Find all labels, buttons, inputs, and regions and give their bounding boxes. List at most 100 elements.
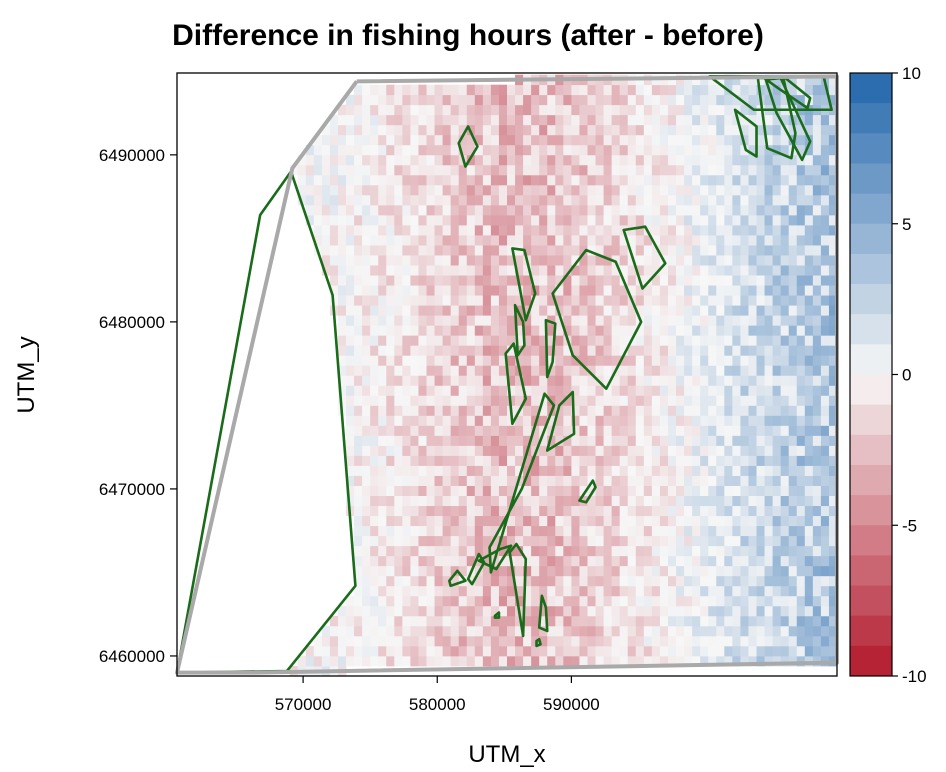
heatmap-cell <box>828 154 838 166</box>
heatmap-cell <box>378 154 387 166</box>
heatmap-cell <box>764 555 774 567</box>
heatmap-cell <box>724 265 733 276</box>
heatmap-cell <box>329 134 339 146</box>
heatmap-cell <box>539 485 548 497</box>
heatmap-cell <box>659 465 669 476</box>
heatmap-cell <box>466 485 476 497</box>
heatmap-cell <box>828 465 838 476</box>
heatmap-cell <box>716 395 725 406</box>
heatmap-cell <box>812 184 822 196</box>
heatmap-cell <box>764 605 774 617</box>
heatmap-cell <box>764 535 774 547</box>
heatmap-cell <box>619 164 629 176</box>
heatmap-cell <box>507 114 516 126</box>
heatmap-cell <box>820 565 830 577</box>
heatmap-cell <box>611 194 621 206</box>
heatmap-cell <box>490 305 500 316</box>
heatmap-cell <box>651 154 661 166</box>
heatmap-cell <box>466 365 476 376</box>
heatmap-cell <box>378 235 387 246</box>
heatmap-cell <box>555 295 564 306</box>
heatmap-cell <box>820 184 830 196</box>
heatmap-cell <box>603 335 613 346</box>
heatmap-cell <box>579 335 588 346</box>
heatmap-cell <box>571 565 580 577</box>
heatmap-cell <box>659 144 669 156</box>
heatmap-cell <box>434 545 444 557</box>
heatmap-cell <box>346 625 355 637</box>
heatmap-cell <box>780 405 790 416</box>
heatmap-cell <box>466 635 476 647</box>
heatmap-cell <box>740 575 749 587</box>
heatmap-cell <box>627 214 637 226</box>
heatmap-cell <box>458 285 468 296</box>
colorbar-band <box>850 585 892 617</box>
heatmap-cell <box>796 595 806 607</box>
heatmap-cell <box>337 285 347 296</box>
heatmap-cell <box>780 154 790 166</box>
heatmap-cell <box>458 235 468 246</box>
heatmap-cell <box>651 124 661 136</box>
heatmap-cell <box>700 134 709 146</box>
heatmap-cell <box>611 385 621 396</box>
heatmap-cell <box>346 204 355 216</box>
heatmap-cell <box>354 455 363 466</box>
heatmap-cell <box>386 475 395 486</box>
heatmap-cell <box>563 455 572 466</box>
heatmap-cell <box>507 445 516 456</box>
heatmap-cell <box>619 255 629 266</box>
heatmap-cell <box>748 134 757 146</box>
heatmap-cell <box>764 425 774 436</box>
heatmap-cell <box>716 154 725 166</box>
heatmap-cell <box>563 405 572 416</box>
heatmap-cell <box>474 575 484 587</box>
heatmap-cell <box>627 555 637 567</box>
heatmap-cell <box>676 265 685 276</box>
heatmap-cell <box>732 445 741 456</box>
heatmap-cell <box>796 625 806 637</box>
heatmap-cell <box>611 515 621 527</box>
heatmap-cell <box>474 345 484 356</box>
heatmap-cell <box>692 84 701 96</box>
heatmap-cell <box>555 325 564 336</box>
heatmap-cell <box>539 415 548 426</box>
heatmap-cell <box>490 415 500 426</box>
heatmap-cell <box>587 194 596 206</box>
heatmap-cell <box>804 415 814 426</box>
heatmap-cell <box>820 425 830 436</box>
heatmap-cell <box>627 445 637 456</box>
heatmap-cell <box>676 595 685 607</box>
heatmap-cell <box>772 275 782 286</box>
heatmap-cell <box>828 315 838 326</box>
heatmap-cell <box>402 305 411 316</box>
heatmap-cell <box>523 385 532 396</box>
heatmap-cell <box>788 255 798 266</box>
heatmap-cell <box>796 405 806 416</box>
heatmap-cell <box>611 235 621 246</box>
heatmap-cell <box>394 365 403 376</box>
heatmap-cell <box>627 415 637 426</box>
heatmap-cell <box>700 285 709 296</box>
heatmap-cell <box>458 214 468 226</box>
heatmap-cell <box>595 94 604 106</box>
heatmap-cell <box>812 525 822 537</box>
heatmap-cell <box>812 625 822 637</box>
heatmap-cell <box>820 114 830 126</box>
heatmap-cell <box>627 355 637 366</box>
heatmap-cell <box>490 575 500 587</box>
heatmap-cell <box>700 535 709 547</box>
heatmap-cell <box>828 385 838 396</box>
heatmap-cell <box>619 615 629 627</box>
heatmap-cell <box>651 94 661 106</box>
heatmap-cell <box>313 194 323 206</box>
heatmap-cell <box>643 355 653 366</box>
heatmap-cell <box>321 164 331 176</box>
heatmap-cell <box>716 495 725 507</box>
heatmap-cell <box>555 575 564 587</box>
heatmap-cell <box>611 545 621 557</box>
heatmap-cell <box>507 485 516 497</box>
heatmap-cell <box>539 645 548 657</box>
heatmap-cell <box>394 104 403 116</box>
heatmap-cell <box>724 154 733 166</box>
heatmap-cell <box>619 375 629 386</box>
